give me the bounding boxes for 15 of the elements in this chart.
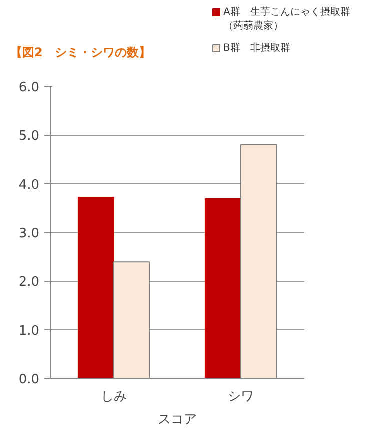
y-tick-label: 5.0 (18, 129, 40, 144)
x-tick-label: しみ (101, 390, 127, 404)
bar (204, 198, 242, 378)
x-tick-label: シワ (228, 390, 254, 404)
y-tick-label: 6.0 (18, 80, 40, 96)
chart-title: 【図2 シミ・シワの数】 (10, 46, 151, 60)
y-tick-label: 0.0 (18, 372, 40, 388)
y-tick-label: 2.0 (18, 275, 40, 290)
y-tick-label: 1.0 (18, 324, 40, 339)
legend-label: B群 非摂取群 (224, 42, 290, 54)
legend-label: A群 生芋こんにゃく摂取群（蒟蒻農家） (224, 6, 350, 32)
y-tick-label: 4.0 (18, 178, 40, 193)
y-tick-label: 3.0 (18, 226, 40, 242)
x-axis-title: スコア (158, 412, 197, 428)
bar (78, 196, 114, 378)
